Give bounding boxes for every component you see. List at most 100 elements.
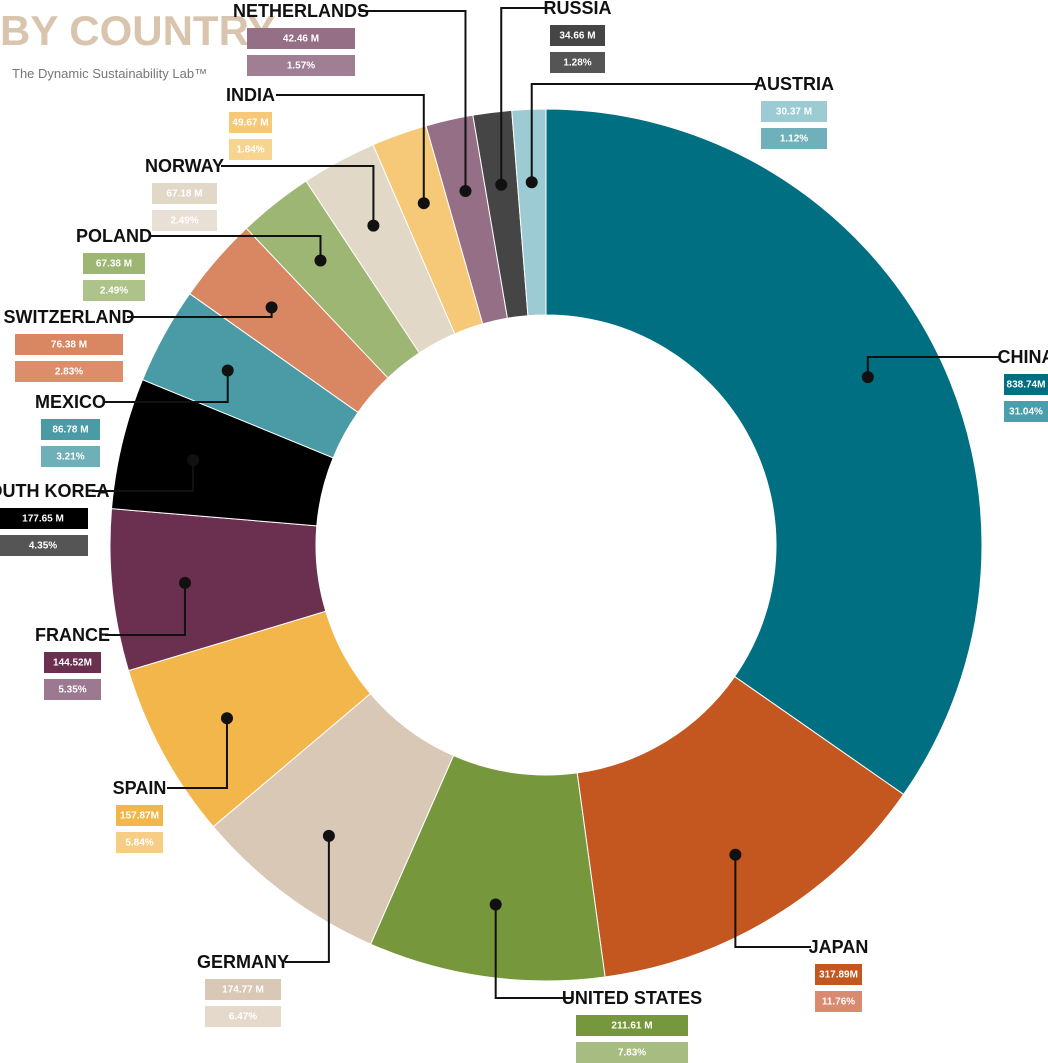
value-label: 317.89M: [819, 970, 858, 981]
slice: [576, 675, 905, 978]
value-box: [761, 101, 827, 122]
percent-label: 1.84%: [236, 145, 264, 156]
value-label: 30.37 M: [776, 107, 812, 118]
percent-label: 7.83%: [618, 1048, 646, 1059]
category-label: JAPAN: [809, 937, 869, 957]
value-box: [83, 253, 145, 274]
leader-dot: [322, 829, 335, 842]
category-label: NETHERLANDS: [233, 1, 369, 21]
category-label: SOUTH KOREA: [0, 481, 110, 501]
percent-box: [550, 52, 605, 73]
percent-box: [152, 210, 217, 231]
percent-label: 4.35%: [29, 541, 57, 552]
percent-label: 6.47%: [229, 1012, 257, 1023]
value-box: [152, 183, 217, 204]
leader-dot: [489, 898, 502, 911]
leader-line: [500, 7, 546, 185]
value-label: 49.67 M: [232, 118, 268, 129]
percent-box: [229, 139, 272, 160]
value-box: [41, 419, 100, 440]
leader-dot: [495, 178, 508, 191]
value-label: 86.78 M: [52, 425, 88, 436]
percent-label: 5.84%: [125, 838, 153, 849]
chart-title: BY COUNTRY: [0, 7, 275, 54]
leader-line: [149, 235, 322, 261]
leader-dot: [314, 254, 327, 267]
value-label: 144.52M: [53, 658, 92, 669]
percent-box: [1004, 401, 1048, 422]
category-label: GERMANY: [197, 952, 289, 972]
category-label: SWITZERLAND: [4, 307, 135, 327]
value-label: 67.38 M: [96, 259, 132, 270]
value-label: 174.77 M: [222, 985, 264, 996]
leader-line: [167, 718, 228, 789]
percent-label: 1.57%: [287, 61, 315, 72]
leader-dot: [729, 848, 742, 861]
value-label: 34.66 M: [559, 31, 595, 42]
leader-line: [494, 904, 572, 999]
leader-dot: [220, 712, 233, 725]
value-label: 177.65 M: [22, 514, 64, 525]
percent-box: [83, 280, 145, 301]
category-label: POLAND: [76, 226, 152, 246]
percent-box: [41, 446, 100, 467]
leader-line: [359, 10, 467, 192]
percent-label: 5.35%: [58, 685, 86, 696]
leader-dot: [178, 576, 191, 589]
slice: [545, 108, 983, 796]
leader-line: [104, 370, 229, 403]
category-label: UNITED STATES: [562, 988, 702, 1008]
category-label: RUSSIA: [543, 0, 611, 18]
value-box: [815, 964, 862, 985]
category-label: NORWAY: [145, 156, 224, 176]
percent-label: 2.49%: [170, 216, 198, 227]
leader-dot: [221, 364, 234, 377]
leader-dot: [187, 454, 200, 467]
leader-dot: [525, 176, 538, 189]
percent-box: [0, 535, 88, 556]
percent-label: 3.21%: [56, 452, 84, 463]
percent-box: [205, 1006, 281, 1027]
value-label: 838.74M: [1007, 380, 1046, 391]
leader-dot: [367, 219, 380, 232]
leader-line: [105, 582, 186, 636]
percent-label: 1.28%: [563, 58, 591, 69]
percent-label: 2.49%: [100, 286, 128, 297]
percent-label: 2.83%: [55, 367, 83, 378]
value-box: [229, 112, 272, 133]
leader-dot: [459, 185, 472, 198]
category-label: INDIA: [226, 85, 275, 105]
leader-line: [530, 83, 757, 183]
leader-line: [285, 835, 330, 963]
percent-box: [15, 361, 123, 382]
percent-box: [116, 832, 163, 853]
category-label: AUSTRIA: [754, 74, 834, 94]
value-label: 67.18 M: [166, 189, 202, 200]
percent-box: [247, 55, 355, 76]
chart-subtitle: The Dynamic Sustainability Lab™: [12, 66, 207, 81]
slice: [511, 108, 547, 317]
value-box: [205, 979, 281, 1000]
leader-dot: [265, 301, 278, 314]
category-label: CHINA: [998, 347, 1048, 367]
value-label: 42.46 M: [283, 34, 319, 45]
category-label: MEXICO: [35, 392, 106, 412]
leader-line: [221, 165, 375, 226]
value-label: 211.61 M: [611, 1021, 652, 1032]
leader-line: [866, 356, 1000, 378]
value-box: [247, 28, 355, 49]
value-box: [550, 25, 605, 46]
value-box: [576, 1015, 688, 1036]
value-box: [116, 805, 163, 826]
leader-line: [276, 94, 425, 204]
value-box: [1004, 374, 1048, 395]
leader-dot: [861, 371, 874, 384]
percent-box: [576, 1042, 688, 1063]
leader-line: [734, 854, 811, 948]
value-box: [0, 508, 88, 529]
percent-box: [761, 128, 827, 149]
percent-box: [815, 991, 862, 1012]
percent-box: [44, 679, 101, 700]
percent-label: 1.12%: [780, 134, 808, 145]
